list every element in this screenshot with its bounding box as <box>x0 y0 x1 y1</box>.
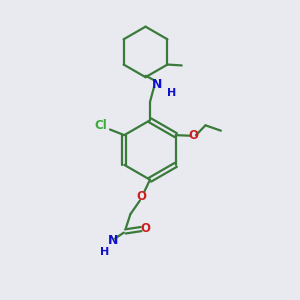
Text: O: O <box>137 190 147 203</box>
Text: H: H <box>100 247 110 257</box>
Text: N: N <box>108 235 118 248</box>
Text: H: H <box>167 88 176 98</box>
Text: O: O <box>140 222 150 235</box>
Text: Cl: Cl <box>95 119 107 132</box>
Text: N: N <box>152 77 162 91</box>
Text: O: O <box>188 129 198 142</box>
